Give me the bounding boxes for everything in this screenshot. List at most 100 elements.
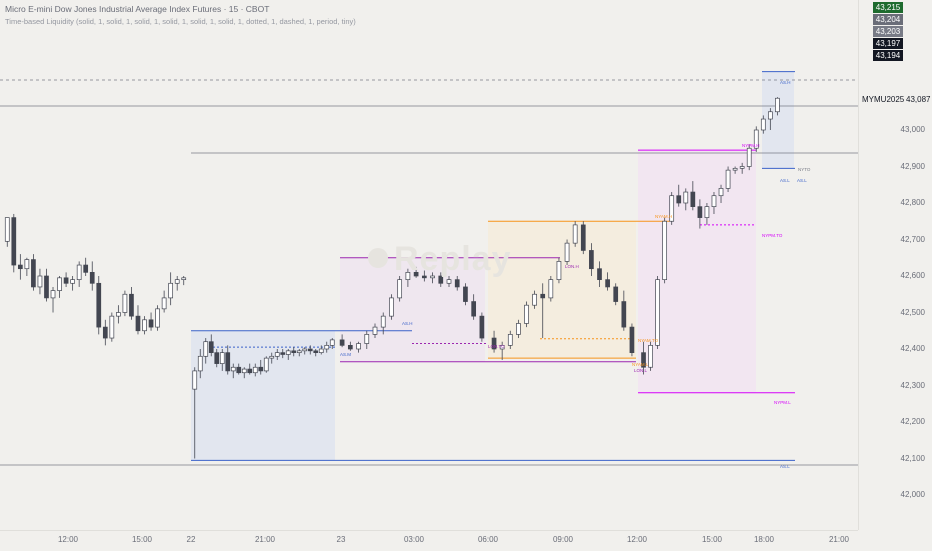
candle-body [208,341,214,354]
candle-body [225,352,231,372]
candle-body [197,355,203,372]
time-tick-label: 23 [336,535,346,544]
candle-body [380,315,386,328]
level-label-asia-low: AS.L [780,464,790,469]
candle-body [339,339,345,346]
price-tick-label: 42,700 [900,234,925,244]
candle-body [683,191,689,204]
candle-body [116,312,121,317]
candle-body [31,259,36,288]
candle-body [621,301,627,328]
candle-body [507,334,513,346]
price-axis[interactable]: 43,000 42,900 42,800 42,700 42,600 42,500 42,4… [858,0,932,530]
candle-body [230,366,236,372]
time-tick-label: 12:00 [57,535,79,544]
level-label-as2-mid: NYTO [798,167,811,172]
candle-body [572,224,578,244]
candle-body [285,350,291,355]
level-label-nypm-low: NYPM.L [774,400,791,405]
candle-body [613,286,619,302]
price-badge: 43,197 [873,38,903,49]
candle-body [122,293,128,313]
chart-area[interactable]: Replay Micro E-mini Dow Jones Industrial… [0,0,858,530]
candle-body [174,279,180,284]
candle-body [11,217,17,266]
candle-body [63,277,69,284]
candle-body [775,97,780,113]
time-tick-label: 21:00 [828,535,850,544]
candle-body [44,275,49,299]
candle-body [263,357,269,372]
candle-body [718,188,724,197]
candle-body [413,272,419,277]
asia2-session-box [762,71,794,169]
candle-body [142,319,147,332]
time-tick-label: 06:00 [477,535,499,544]
candle-body [655,279,660,346]
candle-body [767,111,773,120]
price-badge: 43,194 [873,50,903,61]
nypm-session-box [638,150,756,393]
candle-body [548,279,554,299]
candle-body [37,275,43,288]
price-badge: 43,215 [873,2,903,13]
candle-body [258,366,264,372]
candle-body [291,350,297,354]
candle-body [389,297,394,317]
candle-body [697,206,703,218]
candle-body [76,264,82,280]
candle-body [4,217,10,242]
candle-body [479,315,485,339]
candle-body [421,275,427,279]
price-tick-label: 42,600 [900,271,925,280]
indicator-legend[interactable]: Time-based Liquidity (solid, 1, solid, 1… [5,17,356,26]
candle-body [438,275,444,284]
time-tick-label: 03:00 [403,535,425,544]
candle-body [307,348,313,352]
level-label-london-high: LON.H [565,264,579,269]
candle-body [580,224,586,251]
candle-body [397,279,403,299]
candle-body [302,348,308,352]
price-tick-label: 42,500 [900,307,925,317]
level-label-nypm-high: NYPM.H [742,143,760,148]
candle-body [83,264,89,273]
time-tick-label: 12:00 [626,535,648,544]
symbol-price: 43,087 [906,95,931,104]
candle-body [129,293,134,317]
candle-body [89,272,95,284]
price-tick-label: 42,000 [900,490,925,499]
candle-body [17,264,23,270]
candle-body [296,350,302,354]
candle-body [372,326,378,335]
candle-body [347,345,353,350]
time-tick-label: 21:00 [254,535,276,544]
candle-body [269,355,275,359]
time-tick-label: 09:00 [552,535,574,544]
candle-body [203,341,209,357]
candle-body [589,250,594,270]
price-chart[interactable] [0,0,858,530]
candle-body [739,166,745,169]
level-label-london-low: LON.L [634,368,648,373]
candle-body [181,277,187,281]
price-tick-label: 42,800 [900,198,925,207]
candle-body [629,326,635,354]
candle-body [725,169,731,189]
candle-body [524,304,529,324]
candle-body [241,368,247,374]
candle-body [746,147,752,167]
replay-logo [368,248,388,268]
level-label-nyam-high: NYAM.H [655,214,673,219]
candle-body [471,301,477,317]
price-tick-label: 42,200 [900,417,925,426]
candle-body [280,352,286,355]
candle-body [155,308,160,328]
level-label-nyam-low: NYAM.L [632,362,649,367]
candle-body [96,282,102,328]
candle-body [70,279,75,284]
candle-body [57,277,62,291]
time-axis[interactable]: 12:00 15:00 22 21:00 23 03:00 06:00 09:00 12:00 1… [0,530,858,551]
candle-body [236,366,242,374]
candle-body [318,348,324,353]
